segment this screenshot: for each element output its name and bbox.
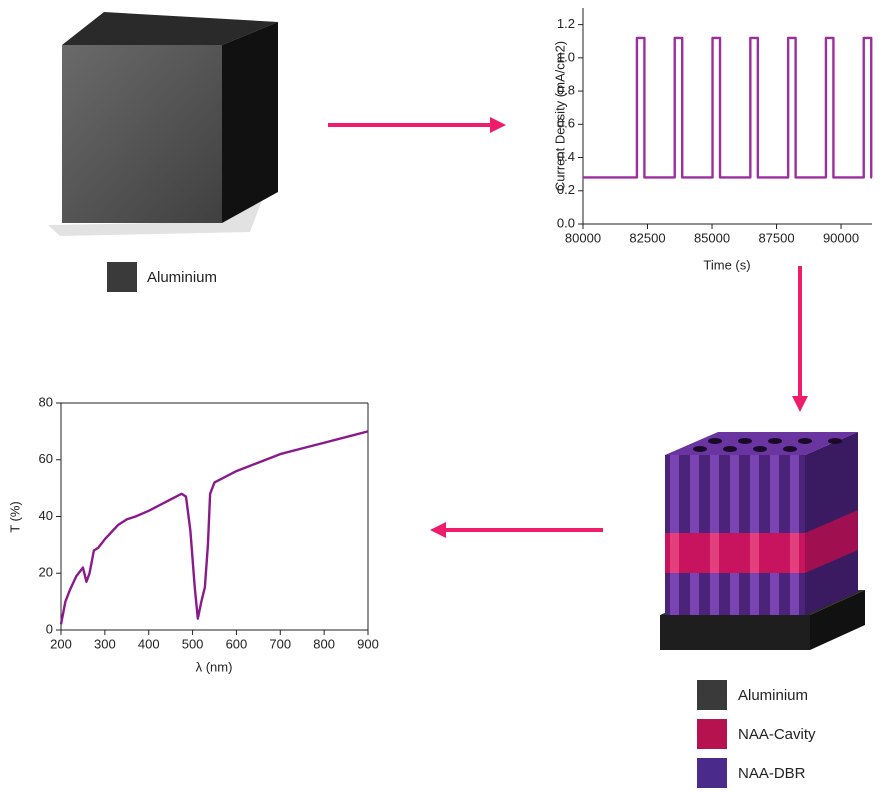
legend-label: Aluminium xyxy=(738,687,808,704)
x-tick-label: 500 xyxy=(182,636,204,651)
y-tick-label: 0 xyxy=(46,621,53,636)
x-tick-label: 400 xyxy=(138,636,160,651)
data-line xyxy=(61,431,368,624)
y-tick-label: 80 xyxy=(39,394,53,409)
diagram: AluminiumAluminiumNAA-CavityNAA-DBR 8000… xyxy=(0,0,883,792)
y-axis-label: Current Density (mA/cm2) xyxy=(552,41,567,191)
legend-swatch xyxy=(107,262,137,292)
aluminium-cube xyxy=(48,12,278,236)
x-tick-label: 900 xyxy=(357,636,379,651)
legend-label: Aluminium xyxy=(147,269,217,286)
x-tick-label: 200 xyxy=(50,636,72,651)
legend-label: NAA-DBR xyxy=(738,765,806,782)
y-tick-label: 60 xyxy=(39,451,53,466)
x-tick-label: 80000 xyxy=(565,230,601,245)
x-tick-label: 87500 xyxy=(758,230,794,245)
x-axis-label: Time (s) xyxy=(703,257,750,272)
x-tick-label: 800 xyxy=(313,636,335,651)
y-tick-label: 1.2 xyxy=(557,16,575,31)
legend-swatch xyxy=(697,758,727,788)
x-axis-label: λ (nm) xyxy=(196,659,233,674)
x-tick-label: 90000 xyxy=(823,230,859,245)
x-tick-label: 85000 xyxy=(694,230,730,245)
data-line xyxy=(583,38,872,178)
y-tick-label: 0.0 xyxy=(557,215,575,230)
x-tick-label: 82500 xyxy=(629,230,665,245)
legend-swatch xyxy=(697,719,727,749)
legend-label: NAA-Cavity xyxy=(738,726,816,743)
y-tick-label: 40 xyxy=(39,508,53,523)
x-tick-label: 700 xyxy=(269,636,291,651)
x-tick-label: 600 xyxy=(226,636,248,651)
naa-structure xyxy=(660,432,865,650)
x-tick-label: 300 xyxy=(94,636,116,651)
y-axis-label: T (%) xyxy=(7,501,22,533)
y-tick-label: 20 xyxy=(39,565,53,580)
legend-swatch xyxy=(697,680,727,710)
